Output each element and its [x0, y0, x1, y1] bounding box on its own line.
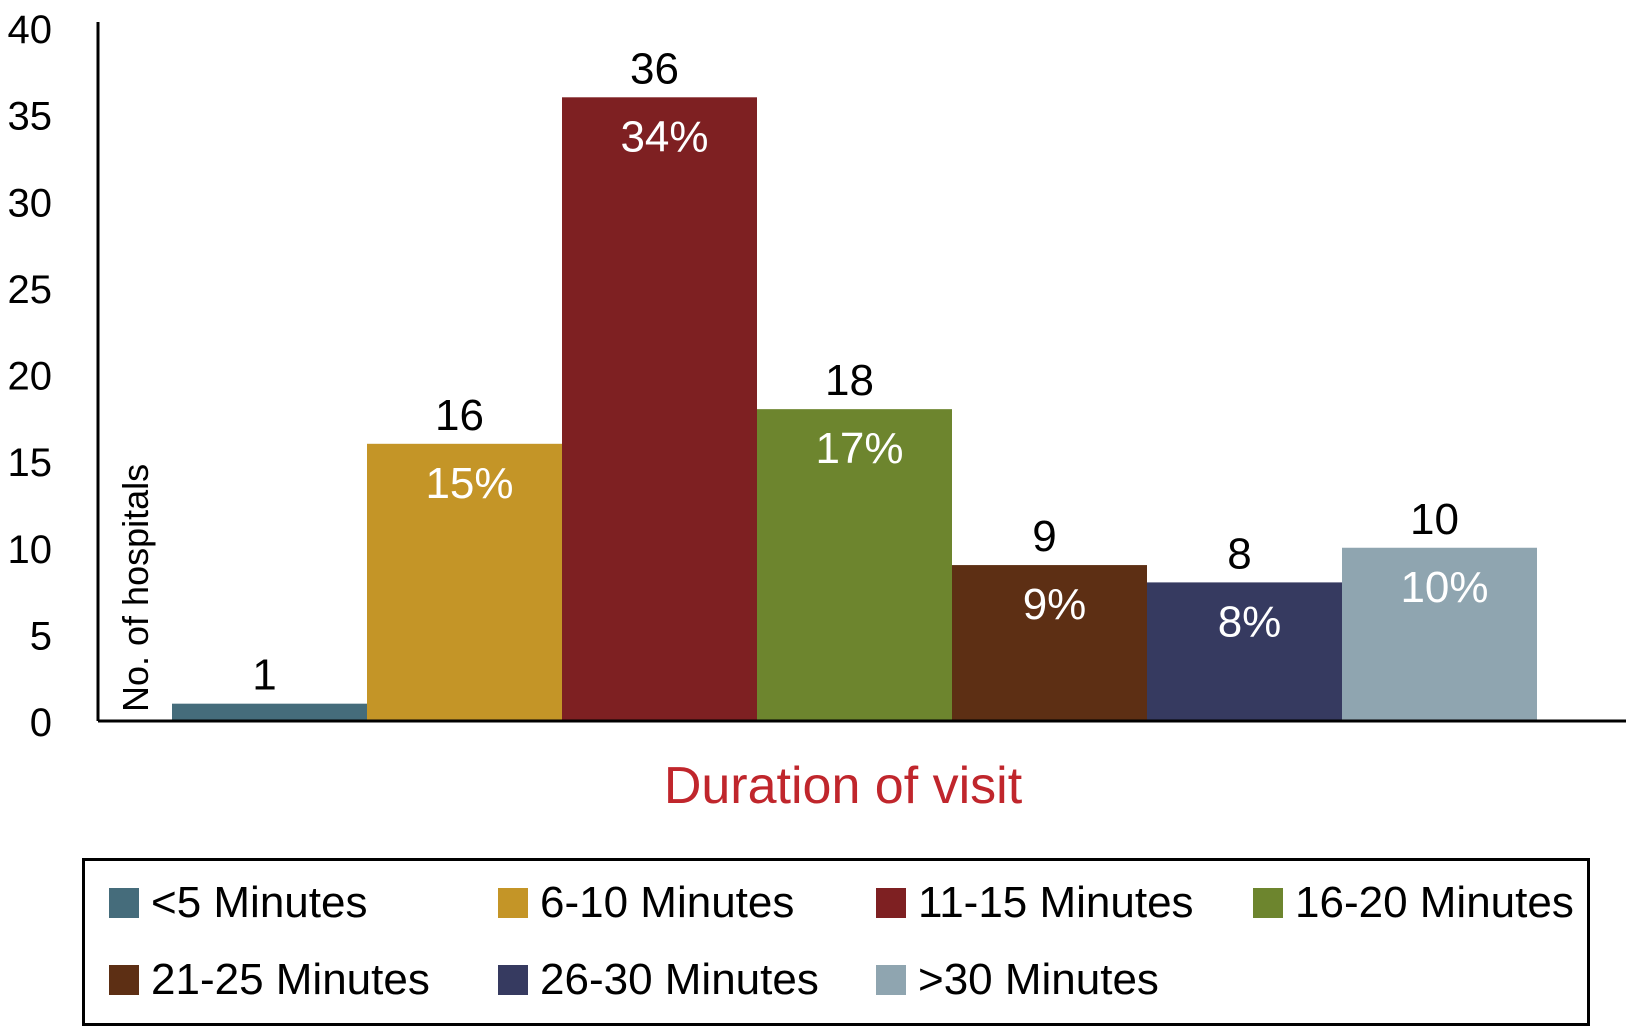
legend-label: 21-25 Minutes: [151, 955, 430, 1004]
legend-label: 6-10 Minutes: [540, 878, 795, 927]
y-axis-title: No. of hospitals: [115, 464, 156, 712]
bar-percent-label: 17%: [815, 424, 903, 473]
bars: [172, 97, 1537, 722]
bar-percent-label: 15%: [425, 459, 513, 508]
legend-label: 26-30 Minutes: [540, 955, 819, 1004]
percent-labels: 15% 34% 17% 9% 8% 10%: [425, 112, 1488, 646]
bar-value-label: 8: [1227, 529, 1251, 578]
bar: [1342, 547, 1537, 721]
legend-item-lt5: <5 Minutes: [109, 879, 367, 927]
legend-item-11-15: 11-15 Minutes: [876, 879, 1194, 927]
legend-label: 11-15 Minutes: [918, 878, 1194, 927]
y-axis-ticks: 0 5 10 15 20 25 30 35 40: [8, 8, 53, 745]
bar: [952, 565, 1147, 721]
legend-label: 16-20 Minutes: [1295, 878, 1574, 927]
legend-swatch: [109, 888, 139, 918]
y-tick-label: 35: [8, 95, 53, 139]
legend-item-16-20: 16-20 Minutes: [1253, 879, 1574, 927]
legend-label: <5 Minutes: [151, 878, 368, 927]
bar-value-label: 36: [630, 44, 679, 93]
bar: [562, 97, 757, 722]
bar-value-label: 16: [435, 391, 484, 440]
legend-label: >30 Minutes: [918, 955, 1159, 1004]
legend-swatch: [109, 965, 139, 995]
legend-item-21-25: 21-25 Minutes: [109, 956, 430, 1004]
bar-percent-label: 8%: [1218, 597, 1282, 646]
legend-swatch: [498, 888, 528, 918]
bar: [757, 409, 952, 721]
bar-value-label: 10: [1410, 495, 1459, 544]
bar-percent-label: 34%: [620, 112, 708, 161]
value-labels: 1 16 36 18 9 8 10: [252, 44, 1459, 699]
legend-swatch: [876, 965, 906, 995]
bar-chart: 0 5 10 15 20 25 30 35 40 1 16 36 18 9 8 10 15% 34% 17% 9%…: [8, 8, 1626, 815]
x-axis-title: Duration of visit: [664, 757, 1023, 815]
legend-item-6-10: 6-10 Minutes: [498, 879, 794, 927]
bar: [1147, 582, 1342, 721]
legend: <5 Minutes 6-10 Minutes 11-15 Minutes 16…: [82, 858, 1590, 1026]
bar: [172, 703, 367, 721]
bar-percent-label: 10%: [1400, 563, 1488, 612]
y-tick-label: 25: [8, 268, 53, 312]
y-tick-label: 5: [30, 614, 52, 658]
legend-swatch: [498, 965, 528, 995]
y-tick-label: 0: [30, 701, 52, 745]
bar: [367, 443, 562, 721]
legend-swatch: [876, 888, 906, 918]
bar-value-label: 18: [825, 356, 874, 405]
y-tick-label: 40: [8, 8, 53, 52]
bar-value-label: 1: [252, 651, 276, 700]
y-tick-label: 30: [8, 181, 53, 225]
y-tick-label: 15: [8, 441, 53, 485]
y-tick-label: 20: [8, 355, 53, 399]
legend-item-gt30: >30 Minutes: [876, 956, 1159, 1004]
legend-item-26-30: 26-30 Minutes: [498, 956, 819, 1004]
legend-swatch: [1253, 888, 1283, 918]
bar-percent-label: 9%: [1023, 580, 1087, 629]
bar-value-label: 9: [1032, 512, 1056, 561]
y-tick-label: 10: [8, 528, 53, 572]
